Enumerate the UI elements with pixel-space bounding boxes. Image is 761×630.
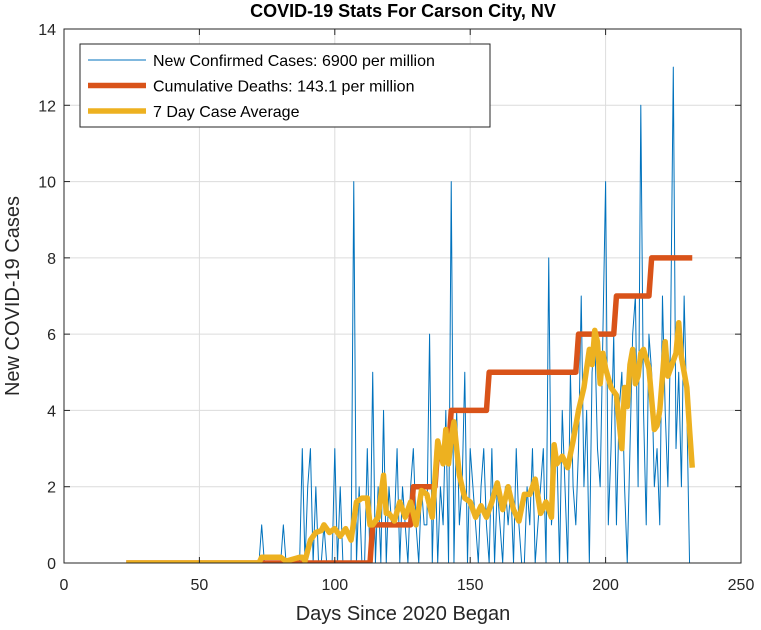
x-tick-label: 100 [321,577,348,594]
x-tick-label: 0 [60,577,69,594]
x-tick-label: 150 [457,577,484,594]
legend-box [79,43,491,128]
y-tick-label: 8 [47,251,56,268]
legend-entry-label: New Confirmed Cases: 6900 per million [153,53,435,70]
y-tick-label: 14 [38,22,56,39]
x-axis-label: Days Since 2020 Began [296,603,511,625]
x-tick-label: 250 [728,577,755,594]
y-tick-label: 10 [38,175,56,192]
y-tick-label: 2 [47,480,56,497]
new-cases-line [258,66,693,563]
y-tick-label: 12 [38,98,56,115]
legend-entry-label: 7 Day Case Average [153,104,300,121]
y-tick-label: 0 [47,556,56,573]
case-average-line [126,319,696,563]
chart-title: COVID-19 Stats For Carson City, NV [250,1,556,21]
axes-box [63,28,742,564]
y-tick-label: 4 [47,403,56,420]
legend-entry-label: Cumulative Deaths: 143.1 per million [153,79,414,96]
cumulative-deaths-line [126,255,693,563]
x-tick-label: 50 [191,577,209,594]
legend: New Confirmed Cases: 6900 per million Cum… [79,43,491,128]
x-tick-label: 200 [592,577,619,594]
axis-ticks: 0 50 100 150 200 250 0 2 4 6 8 10 12 14 [38,22,754,594]
plot-area [126,66,696,563]
y-axis-label: New COVID-19 Cases [2,196,24,396]
y-tick-label: 6 [47,327,56,344]
